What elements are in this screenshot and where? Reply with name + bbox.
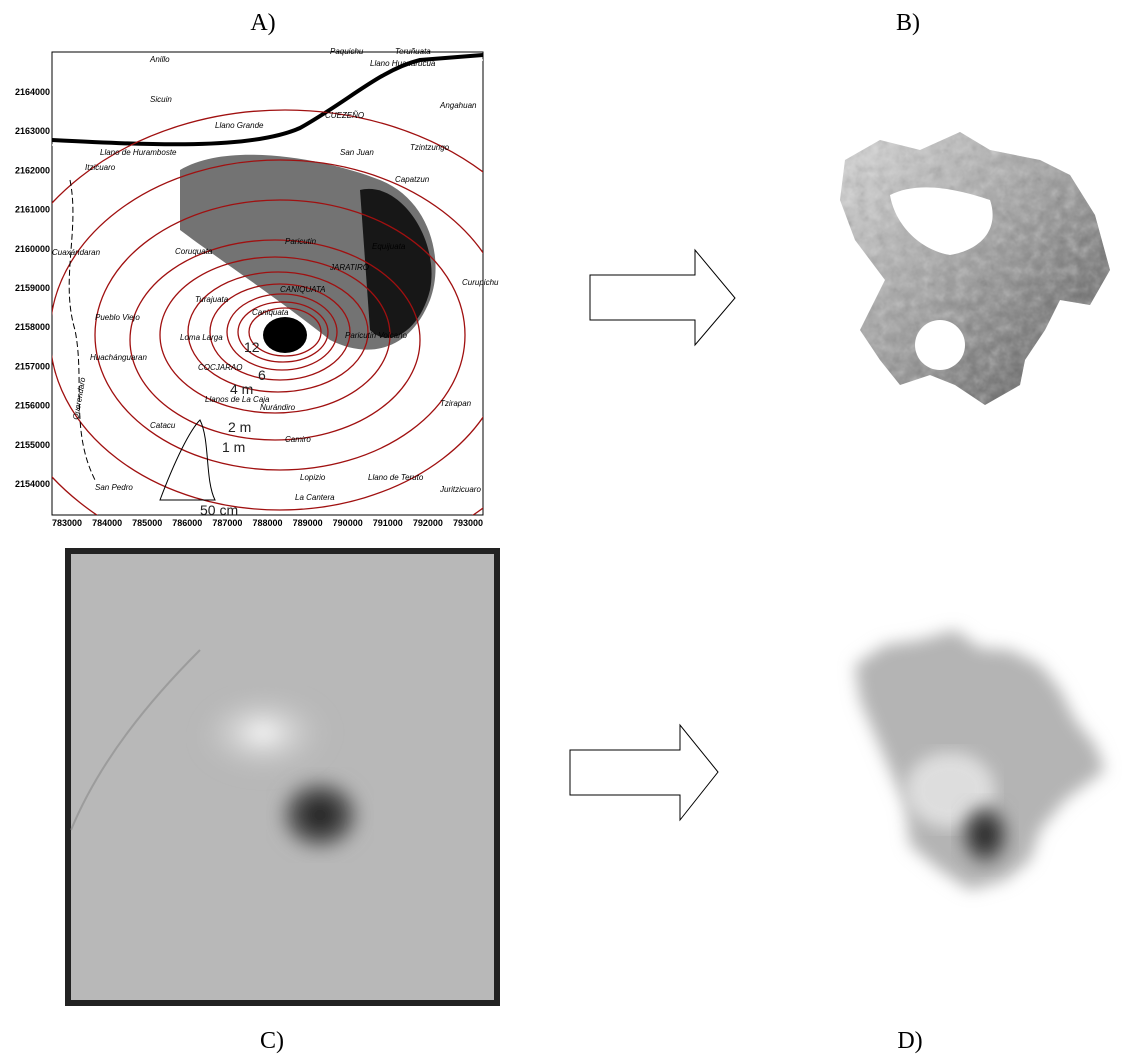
x-tick-label: 783000 (52, 518, 82, 528)
place-name: Paricutin (285, 237, 317, 246)
contour-label: 1 m (222, 439, 245, 455)
x-tick-label: 786000 (172, 518, 202, 528)
panel-label: B) (896, 10, 920, 36)
place-name: Nurándiro (260, 403, 296, 412)
place-name: Huachánguaran (90, 353, 147, 362)
place-name: Capatzun (395, 175, 430, 184)
x-tick-label: 792000 (413, 518, 443, 528)
y-tick-label: 2160000 (15, 244, 50, 254)
y-tick-label: 2161000 (15, 205, 50, 215)
place-name: Loma Larga (180, 333, 223, 342)
place-name: San Pedro (95, 483, 133, 492)
place-name: Pueblo Viejo (95, 313, 140, 322)
x-tick-label: 791000 (373, 518, 403, 528)
panel-label: D) (897, 1028, 922, 1054)
contour-label: 12 (244, 339, 260, 355)
place-name: Llano Huanarucua (370, 59, 436, 68)
place-name: Tzintzungo (410, 143, 450, 152)
y-tick-label: 2164000 (15, 87, 50, 97)
x-tick-label: 789000 (293, 518, 323, 528)
place-name: Camiro (285, 435, 311, 444)
place-name: Equijuata (372, 242, 406, 251)
place-name: La Cantera (295, 493, 335, 502)
place-name: Juritzicuaro (439, 485, 481, 494)
place-name: Llano Grande (215, 121, 264, 130)
x-tick-label: 787000 (212, 518, 242, 528)
y-tick-label: 2156000 (15, 401, 50, 411)
y-tick-label: 2154000 (15, 479, 50, 489)
place-name: Coruquata (175, 247, 213, 256)
place-name: Catacu (150, 421, 176, 430)
place-name: Paquichu (330, 47, 364, 56)
figure: A) B) C) D) 2164000 2163000 2162000 2161000… (0, 0, 1141, 1060)
page: A) B) C) D) 2164000 2163000 2162000 2161000… (0, 0, 1141, 1060)
y-tick-label: 2157000 (15, 361, 50, 371)
place-name: Llano de Huramboste (100, 148, 177, 157)
x-tick-label: 790000 (333, 518, 363, 528)
x-tick-label: 785000 (132, 518, 162, 528)
dem-image (65, 548, 500, 1006)
place-name: CANIQUATA (280, 285, 325, 294)
place-name: Curupichu (462, 278, 499, 287)
y-tick-label: 2162000 (15, 165, 50, 175)
place-name: Tzirapan (440, 399, 472, 408)
place-name: Cuaxándaran (52, 248, 101, 257)
arrow (590, 250, 735, 345)
contour-label: 4 m (230, 381, 253, 397)
contour-label: 2 m (228, 419, 251, 435)
x-tick-label: 784000 (92, 518, 122, 528)
masked-dem (855, 630, 1105, 890)
y-tick-label: 2163000 (15, 126, 50, 136)
place-name: Sicuin (150, 95, 172, 104)
place-name: Turajuata (195, 295, 229, 304)
shaded-relief (840, 132, 1110, 405)
place-name: COCJARAO (198, 363, 242, 372)
x-tick-label: 788000 (252, 518, 282, 528)
place-name: Teruñuata (395, 47, 431, 56)
y-tick-label: 2159000 (15, 283, 50, 293)
contour-label: 50 cm (200, 502, 238, 518)
place-name: Caniquata (252, 308, 289, 317)
place-name: Paricutin Volcano (345, 331, 408, 340)
panel-label: A) (250, 10, 275, 36)
place-name: Angahuan (439, 101, 477, 110)
y-tick-label: 2158000 (15, 322, 50, 332)
arrow (570, 725, 718, 820)
place-name: JARATIRO (329, 263, 369, 272)
place-name: Llano de Teruto (368, 473, 424, 482)
place-name: Anillo (149, 55, 170, 64)
y-tick-label: 2155000 (15, 440, 50, 450)
panel-label: C) (260, 1028, 284, 1054)
place-name: Lopizio (300, 473, 326, 482)
contour-label: 6 (258, 367, 266, 383)
x-tick-label: 793000 (453, 518, 483, 528)
place-name: San Juan (340, 148, 374, 157)
place-name: CUEZEÑO (325, 111, 364, 120)
place-name: Itzicuaro (85, 163, 116, 172)
